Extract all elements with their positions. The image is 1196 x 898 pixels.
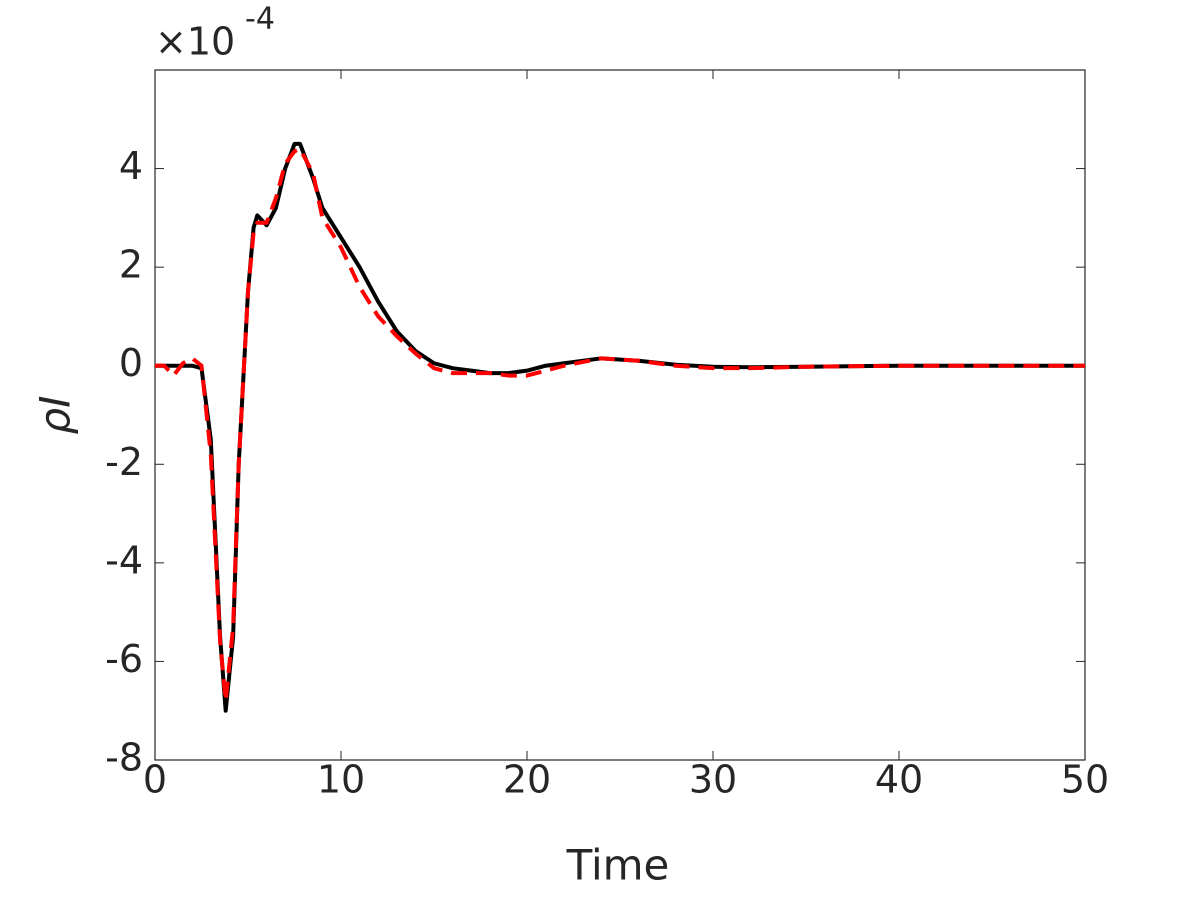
x-tick-label: 10 <box>317 758 365 802</box>
x-tick-label: 0 <box>143 758 167 802</box>
x-tick-label: 50 <box>1061 758 1109 802</box>
x-tick-label: 30 <box>689 758 737 802</box>
y-tick-label: -4 <box>105 538 143 582</box>
plot-frame <box>154 69 1086 761</box>
y-tick-label: -6 <box>105 637 143 681</box>
x-tick-label: 20 <box>503 758 551 802</box>
x-tick-label: 40 <box>875 758 923 802</box>
data-line <box>155 146 1085 703</box>
y-tick-label: -2 <box>105 440 143 484</box>
y-tick-label: -8 <box>105 736 143 780</box>
x-axis-label: Time <box>566 841 670 890</box>
y-exponent: -4 <box>245 2 275 37</box>
y-tick-label: 0 <box>119 341 143 385</box>
data-line <box>155 141 1085 713</box>
y-tick-label: 4 <box>119 144 143 188</box>
y-exponent-base: ×10 <box>155 20 235 64</box>
y-axis-label: ρI <box>31 395 80 434</box>
y-tick-label: 2 <box>119 243 143 287</box>
